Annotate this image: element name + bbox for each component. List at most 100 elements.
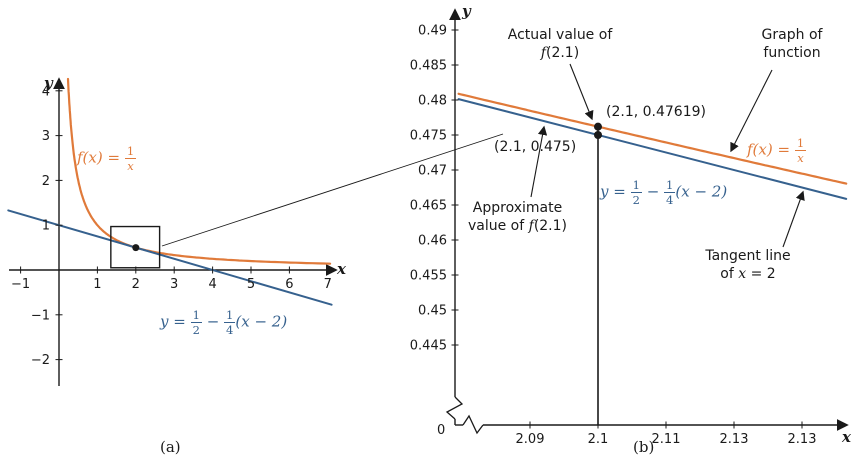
tangent-post-b: (x − 2) xyxy=(675,182,728,201)
tick-label: 7 xyxy=(324,277,332,292)
tangent-f2-den-b: 4 xyxy=(666,193,674,208)
caption-a: (a) xyxy=(160,438,181,456)
tick-label: 0.455 xyxy=(410,269,447,284)
tangent-minus: − xyxy=(201,312,225,331)
annotation-tangent-line: Tangent line of x = 2 xyxy=(692,247,804,283)
actual-line1: Actual value of xyxy=(507,27,613,43)
tick-label: 1 xyxy=(42,219,50,234)
panel-b-y-axis-break xyxy=(445,396,464,420)
graph-line1: Graph of xyxy=(761,27,823,43)
tick-label: 6 xyxy=(285,277,293,292)
tick-label: 0.48 xyxy=(418,94,447,109)
fx-denominator: x xyxy=(127,159,134,174)
approximate-value-point xyxy=(594,131,602,139)
tangent-f2-num-b: 1 xyxy=(664,178,676,194)
panel-b-y-axis-label: y xyxy=(462,2,471,20)
tick-label: 2.13 xyxy=(788,432,817,447)
tangent-f2-num: 1 xyxy=(224,308,236,324)
fx-numerator: 1 xyxy=(124,144,137,160)
tick-label: 4 xyxy=(208,277,216,292)
tick-label: 4 xyxy=(42,84,50,99)
approx-rest: (2.1) xyxy=(533,218,568,235)
panel-b-x-axis-label: x xyxy=(842,428,851,446)
annotation-graph-of-function: Graph of function xyxy=(737,26,847,62)
approx-f: f xyxy=(528,218,534,235)
zoom-connector-line xyxy=(161,133,504,247)
tangent-ann-line1: Tangent line xyxy=(705,248,791,264)
tick-label: −1 xyxy=(31,308,50,323)
tick-label: 0.475 xyxy=(410,129,447,144)
graph-line2: function xyxy=(763,45,821,62)
zoom-box xyxy=(110,225,161,269)
panel-a-y-axis-label: y xyxy=(44,74,53,92)
fx-numerator-b: 1 xyxy=(794,136,807,152)
tangent-f1-den: 2 xyxy=(192,323,200,338)
tangent-f1-num: 1 xyxy=(190,308,202,324)
actual-f: f xyxy=(540,45,546,62)
tick-label: 0.465 xyxy=(410,199,447,214)
fx-prefix-b: f(x) = xyxy=(747,140,795,159)
tangent-f1-num-b: 1 xyxy=(630,178,642,194)
point-label-approx: (2.1, 0.475) xyxy=(494,139,577,155)
tick-label: 0.46 xyxy=(418,234,447,249)
panel-b-ticks: 2.09 2.1 2.11 2.13 2.13 0.445 0.45 0.455 0.46 0.4… xyxy=(410,24,817,448)
panel-a-x-axis-label: x xyxy=(337,260,346,278)
tick-label: 2.1 xyxy=(588,432,609,447)
tangent-ann-line2-pre: of xyxy=(720,266,739,283)
tangent-line-arrow xyxy=(782,190,805,248)
graph-of-function-arrow xyxy=(730,69,773,153)
caption-b: (b) xyxy=(633,438,655,456)
panel-b-origin-label: 0 xyxy=(437,423,446,438)
tick-label: 0.45 xyxy=(418,304,447,319)
approx-line2-pre: value of xyxy=(467,218,529,235)
point-label-actual: (2.1, 0.47619) xyxy=(606,104,706,120)
tick-label: −2 xyxy=(31,353,50,368)
actual-value-point xyxy=(594,122,602,131)
actual-value-arrow xyxy=(569,63,594,121)
tick-label: 2 xyxy=(132,277,140,292)
tangent-post: (x − 2) xyxy=(235,312,288,331)
tick-label: 0.485 xyxy=(410,59,447,74)
tangent-line-b xyxy=(457,98,848,200)
annotation-actual-value: Actual value of f(2.1) xyxy=(495,26,625,62)
annotation-approximate-value: Approximate value of f(2.1) xyxy=(450,199,585,235)
tick-label: 2 xyxy=(42,174,50,189)
tick-label: 3 xyxy=(170,277,178,292)
tick-label: 2.13 xyxy=(720,432,749,447)
tangent-f1-den-b: 2 xyxy=(632,193,640,208)
fx-denominator-b: x xyxy=(797,151,804,166)
approximate-value-arrow xyxy=(530,125,548,198)
tick-label: 0.445 xyxy=(410,339,447,354)
tangent-ann-x: x xyxy=(738,266,747,283)
tick-label: 0.49 xyxy=(418,24,447,39)
tick-label: 5 xyxy=(247,277,255,292)
tick-label: 2.09 xyxy=(516,432,545,447)
actual-rest: (2.1) xyxy=(545,45,580,62)
tick-label: 0.47 xyxy=(418,164,447,179)
tick-label: 1 xyxy=(93,277,101,292)
curve-f-b xyxy=(457,92,848,185)
panel-b-x-axis-break xyxy=(462,414,484,435)
approx-line1: Approximate xyxy=(472,200,563,216)
tangent-pre-b: y = xyxy=(600,182,631,201)
tangent-pre: y = xyxy=(160,312,191,331)
tangent-minus-b: − xyxy=(641,182,665,201)
tangent-ann-line2-post: = 2 xyxy=(746,266,776,283)
panel-b-curves xyxy=(457,92,848,425)
tangent-f2-den: 4 xyxy=(226,323,234,338)
panel-a-curves xyxy=(7,77,333,306)
fx-prefix: f(x) = xyxy=(77,148,125,167)
